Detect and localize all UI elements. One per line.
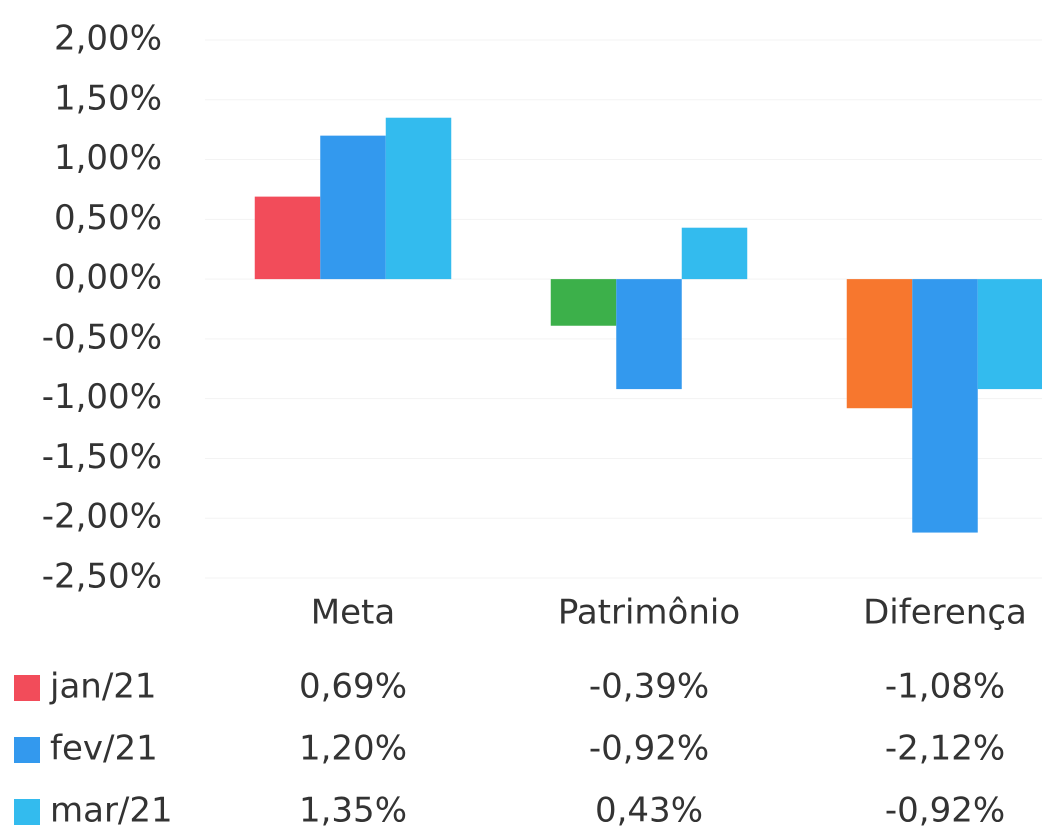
bar: [977, 279, 1042, 390]
x-tick-label: Patrimônio: [558, 593, 740, 633]
legend-key: [14, 675, 40, 701]
bar: [846, 279, 913, 409]
table-value: -0,92%: [589, 729, 709, 769]
bar: [550, 279, 617, 326]
bar: [254, 196, 321, 280]
table-value: 1,35%: [299, 791, 407, 831]
y-tick-label: -0,50%: [42, 317, 162, 357]
x-tick-label: Meta: [311, 593, 395, 633]
legend-key: [14, 737, 40, 763]
legend-key: [14, 799, 40, 825]
legend-label: jan/21: [49, 667, 157, 707]
table-value: -2,12%: [885, 729, 1005, 769]
table-value: 0,43%: [595, 791, 703, 831]
x-tick-label: Diferença: [863, 593, 1027, 633]
y-tick-label: 0,00%: [54, 258, 162, 298]
table-value: -0,92%: [885, 791, 1005, 831]
y-tick-label: -2,00%: [42, 497, 162, 537]
bar: [385, 117, 452, 280]
bar: [616, 279, 682, 390]
legend-label: fev/21: [50, 729, 158, 769]
y-tick-label: 1,50%: [54, 78, 162, 118]
y-tick-label: 1,00%: [54, 138, 162, 178]
table-value: -0,39%: [589, 667, 709, 707]
y-tick-label: -1,50%: [42, 437, 162, 477]
y-tick-label: -1,00%: [42, 377, 162, 417]
legend-label: mar/21: [50, 791, 173, 831]
y-tick-label: 2,00%: [54, 19, 162, 59]
y-tick-label: -2,50%: [42, 557, 162, 597]
table-value: -1,08%: [885, 667, 1005, 707]
bar: [320, 135, 386, 280]
bar: [912, 279, 978, 533]
bar: [681, 227, 748, 280]
y-tick-label: 0,50%: [54, 198, 162, 238]
table-value: 1,20%: [299, 729, 407, 769]
table-value: 0,69%: [299, 667, 407, 707]
